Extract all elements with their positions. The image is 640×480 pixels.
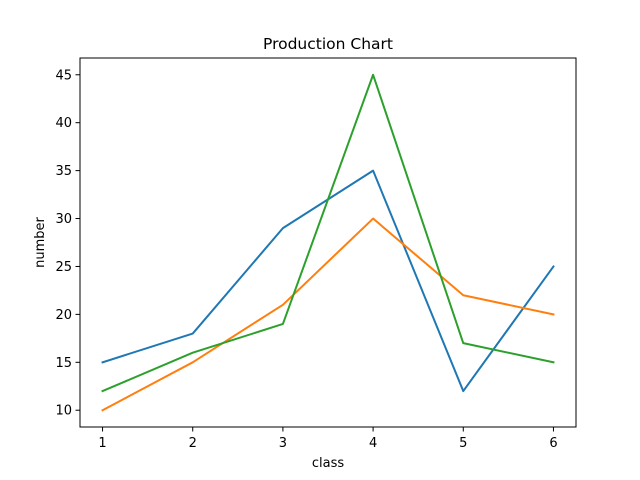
y-tick-label: 10: [55, 404, 72, 419]
series-line-2: [101, 217, 555, 412]
x-tick-label: 2: [189, 436, 197, 451]
y-tick-label: 40: [55, 116, 72, 131]
series-line-3: [101, 73, 555, 393]
series-line-1: [101, 169, 555, 393]
x-axis-ticks: 1 2 3 4 5 6: [98, 427, 558, 451]
y-tick-label: 25: [55, 260, 72, 275]
x-tick-label: 6: [549, 436, 557, 451]
y-tick-label: 15: [55, 356, 72, 371]
y-tick-label: 20: [55, 308, 72, 323]
x-axis-label: class: [312, 456, 344, 471]
y-axis-ticks: 10 15 20 25 30 35 40 45: [55, 68, 80, 419]
y-tick-label: 35: [55, 164, 72, 179]
plot-area-frame: [79, 57, 577, 428]
x-tick-label: 1: [98, 436, 106, 451]
x-tick-label: 5: [459, 436, 467, 451]
y-tick-label: 45: [55, 68, 72, 83]
chart-title: Production Chart: [263, 35, 393, 53]
series-layer: [101, 73, 555, 412]
x-tick-label: 4: [369, 436, 377, 451]
y-axis-label: number: [33, 216, 48, 267]
y-tick-label: 30: [55, 212, 72, 227]
x-tick-label: 3: [279, 436, 287, 451]
